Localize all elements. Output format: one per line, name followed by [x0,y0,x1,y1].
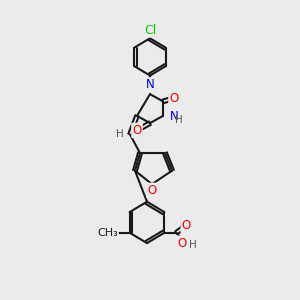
Text: Cl: Cl [144,23,156,37]
Text: O: O [178,237,187,250]
Text: N: N [146,78,154,91]
Text: H: H [116,130,124,140]
Text: O: O [132,124,142,137]
Text: N: N [170,110,179,123]
Text: CH₃: CH₃ [97,228,118,238]
Text: O: O [147,184,157,197]
Text: O: O [182,219,191,232]
Text: H: H [175,115,183,125]
Text: H: H [189,240,197,250]
Text: O: O [169,92,178,105]
